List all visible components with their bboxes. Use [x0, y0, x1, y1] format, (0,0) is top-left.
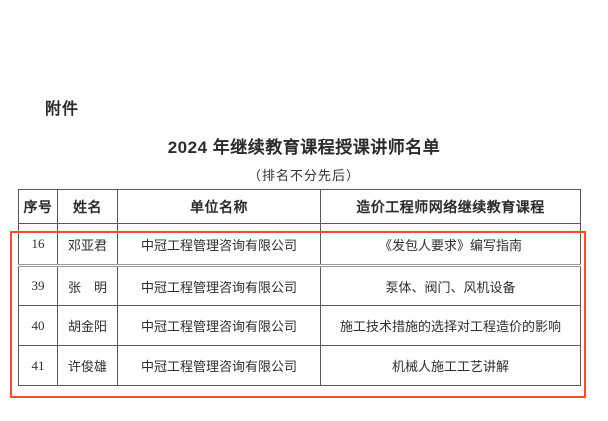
- cell-course: 机械人施工工艺讲解: [320, 345, 581, 386]
- cell-no: 16: [18, 223, 58, 267]
- table-row: 39 张 明 中冠工程管理咨询有限公司 泵体、阀门、风机设备: [18, 265, 581, 306]
- cell-unit: 中冠工程管理咨询有限公司: [117, 345, 321, 386]
- cell-name: 张 明: [57, 265, 118, 306]
- column-header-unit: 单位名称: [117, 189, 321, 224]
- table-row: 41 许俊雄 中冠工程管理咨询有限公司 机械人施工工艺讲解: [18, 345, 581, 386]
- cell-no: 41: [18, 345, 58, 386]
- page-subtitle: （排名不分先后）: [247, 168, 360, 183]
- table-row: 40 胡金阳 中冠工程管理咨询有限公司 施工技术措施的选择对工程造价的影响: [18, 305, 581, 346]
- column-header-name: 姓名: [57, 189, 118, 224]
- cell-unit: 中冠工程管理咨询有限公司: [117, 265, 321, 306]
- cell-name: 邓亚君: [57, 223, 118, 267]
- lecturer-table: 序号 姓名 单位名称 造价工程师网络继续教育课程 16 邓亚君 中冠工程管理咨询…: [18, 189, 581, 386]
- cell-course: 泵体、阀门、风机设备: [320, 265, 581, 306]
- table-header-row: 序号 姓名 单位名称 造价工程师网络继续教育课程: [18, 189, 581, 224]
- column-header-course: 造价工程师网络继续教育课程: [320, 189, 581, 224]
- cell-name: 胡金阳: [57, 305, 118, 346]
- cell-unit: 中冠工程管理咨询有限公司: [117, 305, 321, 346]
- cell-no: 39: [18, 265, 58, 306]
- page-title: 2024 年继续教育课程授课讲师名单: [167, 138, 441, 157]
- column-header-no: 序号: [18, 189, 58, 224]
- cell-course: 施工技术措施的选择对工程造价的影响: [320, 305, 581, 346]
- cell-name: 许俊雄: [57, 345, 118, 386]
- cell-no: 40: [18, 305, 58, 346]
- cell-course: 《发包人要求》编写指南: [320, 223, 581, 267]
- attachment-label: 附件: [45, 101, 80, 118]
- cell-unit: 中冠工程管理咨询有限公司: [117, 223, 321, 267]
- table-row: 16 邓亚君 中冠工程管理咨询有限公司 《发包人要求》编写指南: [18, 223, 581, 267]
